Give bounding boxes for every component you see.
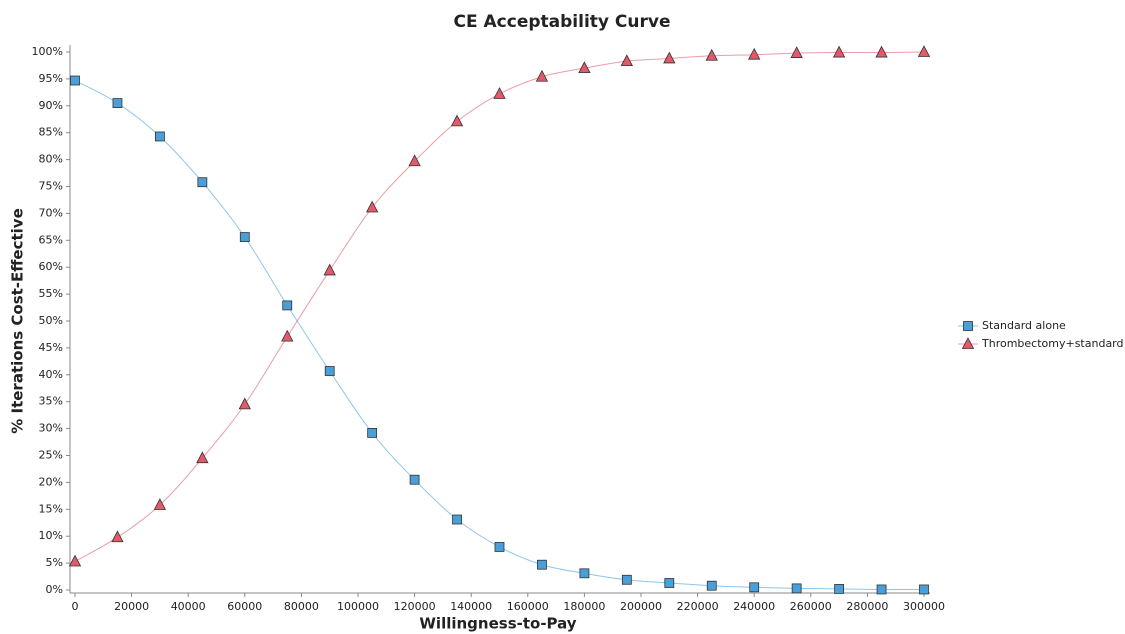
y-axis-label: % Iterations Cost-Effective bbox=[9, 208, 27, 434]
marker bbox=[68, 554, 82, 567]
marker bbox=[282, 300, 293, 311]
y-tick-label: 85% bbox=[39, 126, 63, 139]
marker bbox=[365, 200, 379, 213]
y-tick-label: 25% bbox=[39, 449, 63, 462]
marker bbox=[367, 428, 378, 438]
marker bbox=[790, 46, 803, 58]
y-tick-label: 30% bbox=[39, 422, 63, 435]
marker bbox=[409, 474, 420, 485]
marker bbox=[452, 514, 462, 525]
marker bbox=[620, 54, 634, 67]
chart-title: CE Acceptability Curve bbox=[454, 12, 671, 32]
y-tick-label: 100% bbox=[32, 45, 63, 58]
marker bbox=[663, 51, 676, 64]
y-tick-label: 35% bbox=[39, 395, 63, 408]
x-tick-label: 300000 bbox=[903, 600, 945, 613]
marker bbox=[917, 45, 931, 57]
series-line bbox=[74, 51, 925, 562]
x-tick-label: 80000 bbox=[284, 600, 319, 613]
y-tick-label: 45% bbox=[39, 341, 63, 354]
y-tick-label: 80% bbox=[39, 153, 63, 166]
x-tick-label: 180000 bbox=[563, 600, 605, 613]
legend-marker bbox=[961, 337, 975, 349]
marker bbox=[535, 69, 549, 82]
marker bbox=[70, 75, 80, 86]
marker bbox=[154, 131, 165, 142]
marker bbox=[791, 583, 802, 594]
marker bbox=[537, 559, 547, 570]
marker bbox=[450, 114, 464, 127]
marker bbox=[664, 578, 675, 588]
x-tick-label: 0 bbox=[72, 600, 79, 613]
marker bbox=[112, 98, 123, 109]
marker bbox=[111, 530, 124, 543]
x-tick-label: 240000 bbox=[733, 600, 775, 613]
marker bbox=[579, 568, 590, 579]
marker bbox=[408, 154, 421, 167]
x-tick-label: 200000 bbox=[620, 600, 662, 613]
x-tick-label: 280000 bbox=[846, 600, 888, 613]
marker bbox=[876, 584, 887, 595]
x-axis-label: Willingness-to-Pay bbox=[419, 615, 576, 633]
marker bbox=[153, 498, 167, 510]
marker bbox=[494, 542, 505, 552]
legend-marker bbox=[963, 321, 973, 331]
marker bbox=[705, 48, 718, 61]
y-tick-label: 5% bbox=[46, 556, 63, 569]
x-tick-label: 160000 bbox=[507, 600, 549, 613]
marker bbox=[238, 397, 251, 410]
series-line bbox=[74, 80, 925, 591]
marker bbox=[578, 61, 591, 74]
marker bbox=[621, 574, 632, 585]
legend-label: Standard alone bbox=[982, 319, 1066, 332]
x-tick-label: 220000 bbox=[677, 600, 719, 613]
y-tick-label: 95% bbox=[39, 72, 63, 85]
marker bbox=[919, 584, 929, 595]
marker bbox=[196, 451, 209, 464]
y-tick-label: 50% bbox=[39, 314, 63, 327]
x-tick-label: 40000 bbox=[171, 600, 206, 613]
y-tick-label: 20% bbox=[39, 475, 63, 488]
marker bbox=[197, 177, 208, 188]
x-tick-label: 140000 bbox=[450, 600, 492, 613]
y-tick-label: 15% bbox=[39, 502, 63, 515]
y-tick-label: 40% bbox=[39, 368, 63, 381]
marker bbox=[832, 45, 846, 58]
y-tick-label: 90% bbox=[39, 99, 63, 112]
x-tick-label: 20000 bbox=[114, 600, 149, 613]
y-tick-label: 60% bbox=[39, 260, 63, 273]
marker bbox=[323, 263, 336, 276]
legend-label: Thrombectomy+standard bbox=[981, 337, 1124, 350]
marker bbox=[493, 87, 506, 99]
marker bbox=[239, 232, 250, 242]
y-tick-label: 55% bbox=[39, 287, 63, 300]
x-tick-label: 120000 bbox=[394, 600, 436, 613]
marker bbox=[748, 47, 761, 60]
y-tick-label: 70% bbox=[39, 206, 63, 219]
y-tick-label: 10% bbox=[39, 529, 63, 542]
marker bbox=[834, 584, 844, 594]
y-tick-label: 65% bbox=[39, 233, 63, 246]
marker bbox=[281, 329, 294, 342]
x-tick-label: 100000 bbox=[337, 600, 379, 613]
y-tick-label: 0% bbox=[46, 583, 63, 596]
x-tick-label: 60000 bbox=[227, 600, 262, 613]
x-tick-label: 260000 bbox=[790, 600, 832, 613]
y-tick-label: 75% bbox=[39, 180, 63, 193]
marker bbox=[324, 366, 335, 376]
marker bbox=[706, 580, 717, 591]
marker bbox=[749, 582, 760, 593]
marker bbox=[875, 45, 888, 58]
